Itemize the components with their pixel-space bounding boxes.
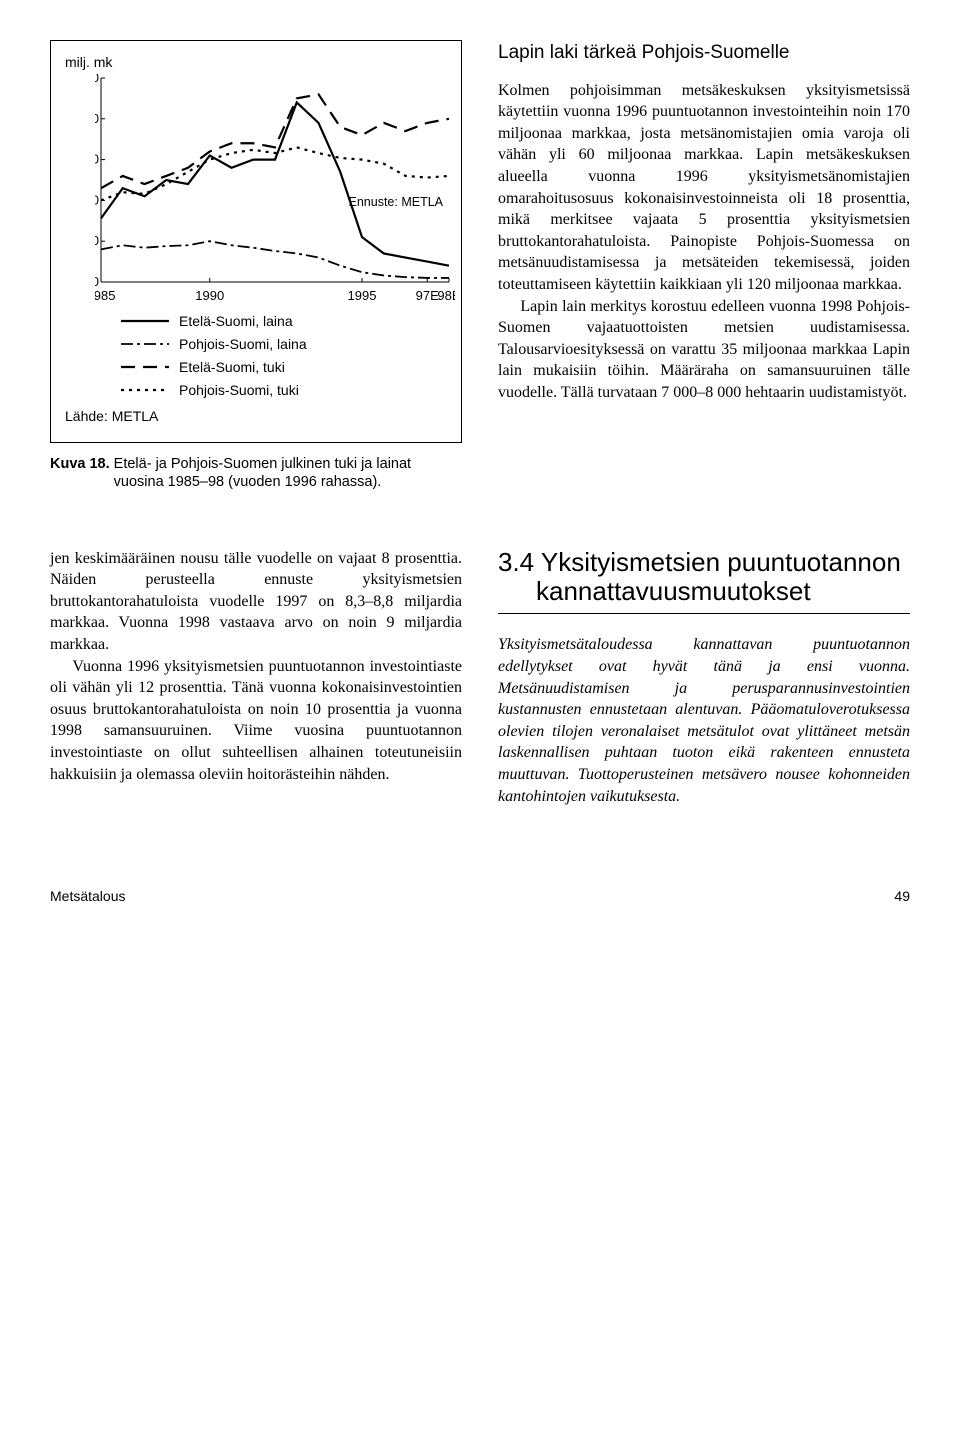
svg-text:100: 100 bbox=[95, 192, 99, 207]
right-column: Lapin laki tärkeä Pohjois-Suomelle Kolme… bbox=[498, 40, 910, 516]
lower-right-column: 3.4 Yksityismetsien puuntuotannon kannat… bbox=[498, 548, 910, 808]
chart-legend: Etelä-Suomi, laina Pohjois-Suomi, laina Et… bbox=[121, 312, 447, 400]
legend-item: Pohjois-Suomi, laina bbox=[121, 335, 447, 354]
lower-row: jen keskimääräinen nousu tälle vuodelle … bbox=[50, 548, 910, 808]
legend-label: Etelä-Suomi, laina bbox=[179, 312, 293, 331]
caption-text: Etelä- ja Pohjois-Suomen julkinen tuki j… bbox=[114, 455, 462, 491]
section-heading: 3.4 Yksityismetsien puuntuotannon kannat… bbox=[498, 548, 910, 608]
chart-source: Lähde: METLA bbox=[65, 407, 447, 426]
svg-text:200: 200 bbox=[95, 111, 99, 126]
page-footer: Metsätalous 49 bbox=[50, 887, 910, 906]
forecast-annotation: Ennuste: METLA bbox=[349, 194, 444, 211]
lower-left-para-1: jen keskimääräinen nousu tälle vuodelle … bbox=[50, 548, 462, 656]
legend-item: Pohjois-Suomi, tuki bbox=[121, 381, 447, 400]
chart-box: milj. mk 0 50 100 150 200 250 1985 1990 1995 97E9… bbox=[50, 40, 462, 443]
svg-text:1990: 1990 bbox=[195, 288, 224, 303]
svg-text:150: 150 bbox=[95, 151, 99, 166]
footer-section-name: Metsätalous bbox=[50, 887, 125, 906]
legend-label: Etelä-Suomi, tuki bbox=[179, 358, 285, 377]
svg-text:250: 250 bbox=[95, 74, 99, 85]
svg-text:98E: 98E bbox=[437, 288, 455, 303]
svg-text:50: 50 bbox=[95, 233, 99, 248]
svg-text:97E: 97E bbox=[416, 288, 439, 303]
legend-item: Etelä-Suomi, tuki bbox=[121, 358, 447, 377]
svg-text:0: 0 bbox=[95, 274, 99, 289]
left-column: milj. mk 0 50 100 150 200 250 1985 1990 1995 97E9… bbox=[50, 40, 462, 516]
chart-area: 0 50 100 150 200 250 1985 1990 1995 97E98E Ennust… bbox=[95, 74, 455, 304]
legend-item: Etelä-Suomi, laina bbox=[121, 312, 447, 331]
right-para-2: Lapin lain merkitys korostuu edelleen vu… bbox=[498, 296, 910, 404]
right-para-1: Kolmen pohjoisimman metsäkeskuksen yksit… bbox=[498, 80, 910, 296]
section-rule bbox=[498, 613, 910, 614]
line-chart: 0 50 100 150 200 250 1985 1990 1995 97E98E bbox=[95, 74, 455, 304]
svg-text:1985: 1985 bbox=[95, 288, 115, 303]
lower-left-para-2: Vuonna 1996 yksityismetsien puuntuotanno… bbox=[50, 656, 462, 786]
legend-label: Pohjois-Suomi, laina bbox=[179, 335, 307, 354]
section-intro: Yksityismetsätaloudessa kannattavan puun… bbox=[498, 634, 910, 807]
footer-page-number: 49 bbox=[894, 887, 910, 906]
svg-text:1995: 1995 bbox=[348, 288, 377, 303]
caption-label: Kuva 18. bbox=[50, 455, 110, 491]
subheading: Lapin laki tärkeä Pohjois-Suomelle bbox=[498, 40, 910, 66]
figure-caption: Kuva 18. Etelä- ja Pohjois-Suomen julkin… bbox=[50, 455, 462, 491]
top-row: milj. mk 0 50 100 150 200 250 1985 1990 1995 97E9… bbox=[50, 40, 910, 516]
chart-y-title: milj. mk bbox=[65, 53, 447, 72]
legend-label: Pohjois-Suomi, tuki bbox=[179, 381, 299, 400]
lower-left-column: jen keskimääräinen nousu tälle vuodelle … bbox=[50, 548, 462, 808]
